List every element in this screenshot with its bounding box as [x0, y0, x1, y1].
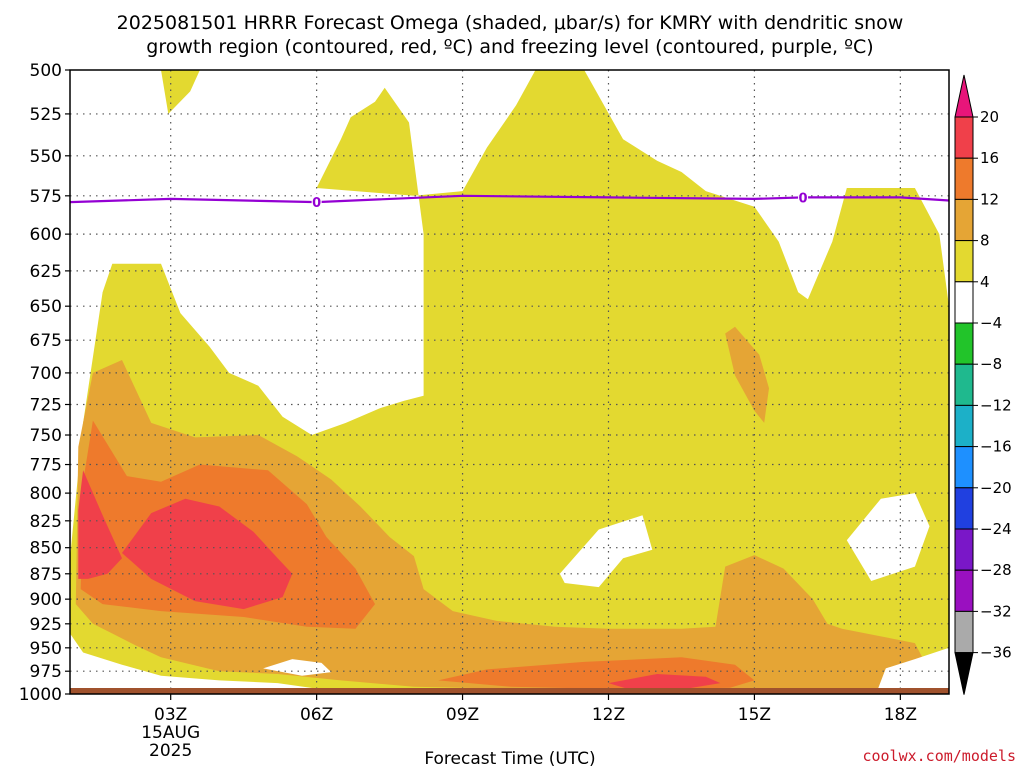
- colorbar-top-arrow: [954, 74, 974, 118]
- x-tick-label: 15Z: [738, 705, 771, 725]
- chart-title-line2: growth region (contoured, red, ºC) and f…: [146, 36, 873, 58]
- colorbar-label: 12: [980, 190, 999, 208]
- omega-4-8-top-region: [161, 70, 200, 114]
- colorbar-bottom-arrow: [954, 652, 974, 695]
- x-axis-label: Forecast Time (UTC): [424, 749, 595, 768]
- y-tick-label: 650: [30, 297, 62, 317]
- colorbar-label: −28: [980, 561, 1012, 579]
- colorbar-label: −36: [980, 644, 1012, 662]
- y-tick-label: 550: [30, 147, 62, 167]
- freezing-label-bg: [311, 194, 322, 211]
- y-tick-label: 850: [30, 539, 62, 559]
- omega-white-mid-region: [559, 515, 653, 588]
- y-tick-label: 900: [30, 590, 62, 610]
- colorbar-label: 4: [980, 273, 990, 291]
- omega-16-20-surface-region: [608, 674, 721, 691]
- colorbar-label: −12: [980, 396, 1012, 414]
- y-tick-label: 975: [30, 662, 62, 682]
- y-tick-label: 675: [30, 331, 62, 351]
- colorbar-label: −20: [980, 479, 1012, 497]
- y-tick-label: 525: [30, 105, 62, 125]
- chart-title-line1: 2025081501 HRRR Forecast Omega (shaded, …: [117, 12, 904, 34]
- colorbar-label: 20: [980, 108, 999, 126]
- colorbar-bin: [954, 569, 974, 612]
- colorbar-bin: [954, 610, 974, 654]
- omega-8-12-east-region: [725, 326, 769, 423]
- colorbar-label: −24: [980, 520, 1012, 538]
- x-tick-label: 09Z: [446, 705, 479, 725]
- x-tick-label: 12Z: [592, 705, 625, 725]
- colorbar-label: −4: [980, 314, 1002, 332]
- y-tick-label: 925: [30, 615, 62, 635]
- plot-frame: [69, 69, 950, 695]
- colorbar-bin: [954, 528, 974, 571]
- colorbar-label: 8: [980, 232, 990, 250]
- y-tick-label: 575: [30, 187, 62, 207]
- colorbar-label: 16: [980, 149, 999, 167]
- colorbar-label: −8: [980, 355, 1002, 373]
- omega-16-20-main-region: [122, 498, 293, 610]
- omega-white-east-region: [846, 493, 930, 581]
- colorbar-label: −16: [980, 438, 1012, 456]
- y-tick-label: 825: [30, 512, 62, 532]
- colorbar-bin: [954, 116, 974, 159]
- colorbar-bin: [954, 157, 974, 200]
- colorbar-bin: [954, 487, 974, 530]
- colorbar-bin: [954, 198, 974, 242]
- omega-white-low-left-region: [70, 633, 341, 694]
- colorbar-bin: [954, 446, 974, 489]
- colorbar-bin: [954, 240, 974, 283]
- y-tick-label: 1000: [19, 685, 62, 705]
- x-tick-label: 06Z: [300, 705, 333, 725]
- y-tick-label: 750: [30, 426, 62, 446]
- ground-strip: [70, 688, 949, 694]
- colorbar-bin: [954, 281, 974, 324]
- pressure-axis: 500 525 550 575 600 625 650 675 700 725 750 775 800 8…: [19, 61, 70, 705]
- colorbar-bin: [954, 404, 974, 448]
- omega-white-se-region: [876, 647, 949, 694]
- omega-shading-layer: [70, 70, 949, 694]
- x-tick-label: 18Z: [884, 705, 917, 725]
- y-tick-label: 950: [30, 639, 62, 659]
- omega-colorbar: 20 16 12 8 4 −4 −8 −12 −16 −20 −24 −28 −32 −36: [954, 74, 1012, 695]
- freezing-level-label: 0: [799, 191, 808, 206]
- gridlines-layer: [70, 70, 949, 694]
- freezing-level-label: 0: [312, 196, 321, 211]
- colorbar-label: −32: [980, 602, 1012, 620]
- y-tick-label: 875: [30, 565, 62, 585]
- y-tick-label: 600: [30, 225, 62, 245]
- y-tick-label: 725: [30, 395, 62, 415]
- omega-white-pocket-region: [263, 659, 332, 676]
- y-tick-label: 625: [30, 262, 62, 282]
- omega-16-20-west-region: [78, 470, 122, 579]
- y-tick-label: 700: [30, 364, 62, 384]
- credit-text: coolwx.com/models: [862, 747, 1016, 765]
- x-tick-date: 15AUG: [141, 723, 200, 743]
- freezing-label-bg: [798, 189, 809, 206]
- x-tick-year: 2025: [149, 741, 192, 761]
- freezing-level-line: [70, 194, 949, 204]
- y-tick-label: 500: [30, 61, 62, 81]
- y-tick-label: 775: [30, 456, 62, 476]
- x-tick-label: 03Z: [154, 705, 187, 725]
- y-tick-label: 800: [30, 484, 62, 504]
- colorbar-bin: [954, 363, 974, 406]
- colorbar-bin: [954, 322, 974, 365]
